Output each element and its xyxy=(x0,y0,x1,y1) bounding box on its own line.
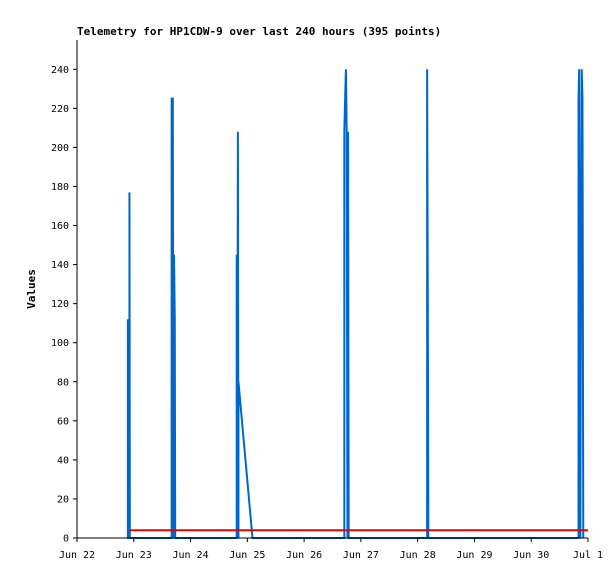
x-tick-label: Jun 27 xyxy=(343,550,379,561)
y-tick-label: 40 xyxy=(57,455,69,466)
series-line-0 xyxy=(126,69,585,539)
x-tick-label: Jun 28 xyxy=(400,550,436,561)
chart-title: Telemetry for HP1CDW-9 over last 240 hou… xyxy=(77,25,441,38)
x-tick-label: Jun 23 xyxy=(116,550,152,561)
y-tick-label: 60 xyxy=(57,416,69,427)
axes: 0 20 40 60 80 100 120 140 160 180 200 220 240 Jun 22 J… xyxy=(51,40,603,561)
y-tick-label: 200 xyxy=(51,143,69,154)
y-tick-label: 180 xyxy=(51,182,69,193)
x-tick-label: Jun 30 xyxy=(513,550,549,561)
y-tick-label: 140 xyxy=(51,260,69,271)
y-tick-label: 20 xyxy=(57,494,69,505)
y-tick-label: 80 xyxy=(57,377,69,388)
y-tick-label: 160 xyxy=(51,221,69,232)
x-tick-label: Jun 26 xyxy=(286,550,322,561)
x-tick-label: Jun 22 xyxy=(59,550,95,561)
x-tick-label: Jul 1 xyxy=(573,550,603,561)
y-axis-label: Values xyxy=(25,269,38,309)
y-tick-label: 240 xyxy=(51,65,69,76)
y-tick-label: 100 xyxy=(51,338,69,349)
x-tick-label: Jun 29 xyxy=(456,550,492,561)
y-tick-label: 220 xyxy=(51,104,69,115)
y-tick-label: 120 xyxy=(51,299,69,310)
plot-area xyxy=(126,69,588,539)
x-tick-label: Jun 24 xyxy=(172,550,208,561)
x-tick-label: Jun 25 xyxy=(229,550,265,561)
y-tick-label: 0 xyxy=(63,534,69,545)
